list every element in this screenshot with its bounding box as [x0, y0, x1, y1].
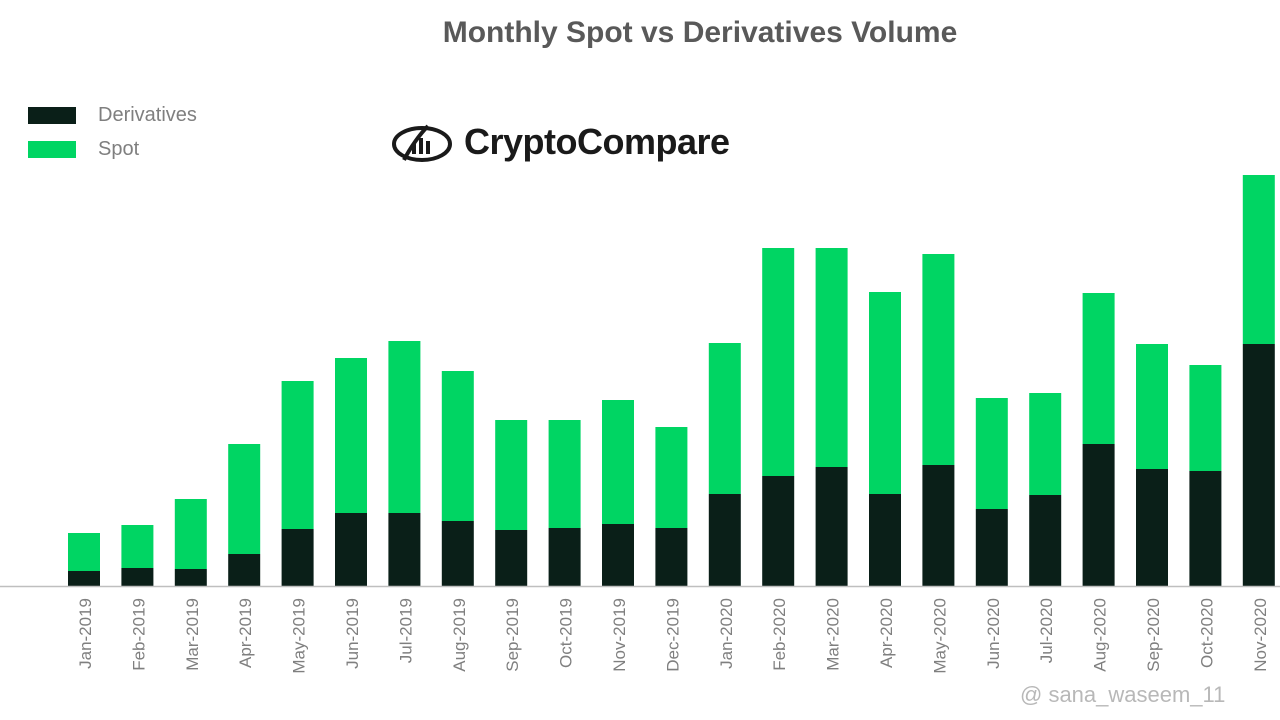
bar-spot-nov-2020[interactable]: [1242, 175, 1275, 344]
bar-spot-apr-2020[interactable]: [869, 292, 901, 494]
x-tick-label-apr-2020: Apr-2020: [877, 598, 896, 668]
bar-derivatives-aug-2020[interactable]: [1082, 444, 1115, 586]
legend-item-derivatives[interactable]: Derivatives: [28, 98, 197, 132]
bar-spot-dec-2019[interactable]: [655, 427, 688, 528]
bar-spot-oct-2019[interactable]: [548, 420, 581, 528]
x-tick-label-jul-2020: Jul-2020: [1037, 598, 1056, 663]
bar-derivatives-jan-2019[interactable]: [68, 571, 100, 586]
bar-derivatives-oct-2020[interactable]: [1189, 471, 1222, 586]
legend-swatch-derivatives: [28, 106, 76, 124]
bar-spot-feb-2020[interactable]: [762, 248, 795, 476]
legend-swatch-spot: [28, 140, 76, 158]
bar-spot-feb-2019[interactable]: [121, 525, 154, 568]
bar-spot-aug-2020[interactable]: [1082, 293, 1115, 444]
x-tick-label-jun-2020: Jun-2020: [984, 598, 1003, 669]
x-tick-label-feb-2020: Feb-2020: [770, 598, 789, 671]
bar-spot-nov-2019[interactable]: [602, 400, 634, 524]
x-tick-label-sep-2019: Sep-2019: [503, 598, 522, 672]
bar-derivatives-feb-2019[interactable]: [121, 568, 154, 586]
bar-spot-sep-2019[interactable]: [495, 420, 528, 530]
x-tick-label-mar-2020: Mar-2020: [824, 598, 843, 671]
bar-derivatives-jan-2020[interactable]: [708, 494, 741, 586]
bar-spot-jun-2020[interactable]: [975, 398, 1008, 509]
bar-spot-aug-2019[interactable]: [441, 371, 474, 521]
x-tick-label-nov-2019: Nov-2019: [610, 598, 629, 672]
crypto-compare-logo: CryptoCompare: [390, 120, 730, 164]
chart-title: Monthly Spot vs Derivatives Volume: [442, 16, 958, 49]
bar-derivatives-mar-2020[interactable]: [815, 467, 848, 586]
bar-spot-sep-2020[interactable]: [1136, 344, 1168, 469]
bar-derivatives-jun-2019[interactable]: [335, 513, 367, 586]
bar-spot-apr-2019[interactable]: [228, 444, 261, 554]
logo-text: CryptoCompare: [464, 121, 730, 162]
bar-spot-jan-2019[interactable]: [68, 533, 100, 571]
bar-derivatives-dec-2019[interactable]: [655, 528, 688, 586]
x-tick-label-jan-2019: Jan-2019: [76, 598, 95, 669]
bar-spot-mar-2020[interactable]: [815, 248, 848, 467]
x-tick-label-may-2020: May-2020: [930, 598, 949, 674]
x-tick-label-oct-2020: Oct-2020: [1197, 598, 1216, 668]
bar-spot-mar-2019[interactable]: [174, 499, 207, 569]
bar-derivatives-jun-2020[interactable]: [975, 509, 1008, 586]
x-tick-label-feb-2019: Feb-2019: [129, 598, 148, 671]
bar-derivatives-aug-2019[interactable]: [441, 521, 474, 586]
x-tick-labels: Jan-2019 Feb-2019 Mar-2019 Apr-2019 May-2019…: [76, 598, 1270, 674]
x-tick-label-aug-2019: Aug-2019: [450, 598, 469, 672]
x-tick-label-aug-2020: Aug-2020: [1091, 598, 1110, 672]
bar-spot-may-2020[interactable]: [922, 254, 955, 465]
x-tick-label-jul-2019: Jul-2019: [396, 598, 415, 663]
watermark: @ sana_waseem_11: [1020, 682, 1226, 707]
bar-spot-may-2019[interactable]: [281, 381, 314, 529]
bar-derivatives-may-2019[interactable]: [281, 529, 314, 586]
x-tick-label-sep-2020: Sep-2020: [1144, 598, 1163, 672]
bar-derivatives-sep-2019[interactable]: [495, 530, 528, 586]
bar-spot-jun-2019[interactable]: [335, 358, 367, 513]
x-tick-label-jan-2020: Jan-2020: [717, 598, 736, 669]
bar-spot-jan-2020[interactable]: [708, 343, 741, 494]
x-tick-label-mar-2019: Mar-2019: [183, 598, 202, 671]
bar-derivatives-jul-2020[interactable]: [1029, 495, 1062, 586]
x-tick-label-apr-2019: Apr-2019: [236, 598, 255, 668]
bar-derivatives-jul-2019[interactable]: [388, 513, 421, 586]
bar-spot-jul-2019[interactable]: [388, 341, 421, 513]
x-tick-label-may-2019: May-2019: [290, 598, 309, 674]
bar-spot-oct-2020[interactable]: [1189, 365, 1222, 471]
crypto-compare-logo-icon: [392, 124, 452, 162]
bar-derivatives-oct-2019[interactable]: [548, 528, 581, 586]
bars: [68, 175, 1275, 586]
legend-label-spot: Spot: [98, 137, 140, 160]
x-tick-label-oct-2019: Oct-2019: [557, 598, 576, 668]
bar-derivatives-nov-2020[interactable]: [1242, 344, 1275, 586]
legend-label-derivatives: Derivatives: [98, 103, 197, 126]
bar-derivatives-mar-2019[interactable]: [174, 569, 207, 586]
x-tick-label-nov-2020: Nov-2020: [1251, 598, 1270, 672]
bar-spot-jul-2020[interactable]: [1029, 393, 1062, 495]
x-tick-label-dec-2019: Dec-2019: [663, 598, 682, 672]
bar-derivatives-sep-2020[interactable]: [1136, 469, 1168, 586]
bar-derivatives-may-2020[interactable]: [922, 465, 955, 586]
x-tick-label-jun-2019: Jun-2019: [343, 598, 362, 669]
bar-derivatives-feb-2020[interactable]: [762, 476, 795, 586]
legend-item-spot[interactable]: Spot: [28, 132, 197, 166]
bar-derivatives-nov-2019[interactable]: [602, 524, 634, 586]
bar-derivatives-apr-2019[interactable]: [228, 554, 261, 586]
bar-derivatives-apr-2020[interactable]: [869, 494, 901, 586]
legend: Derivatives Spot: [28, 98, 197, 166]
